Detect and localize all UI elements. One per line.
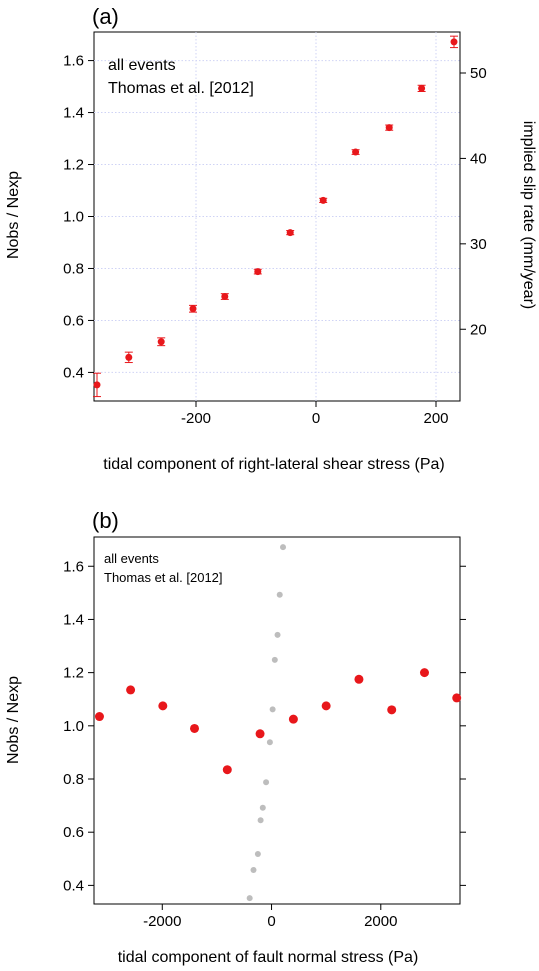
- data-point: [125, 353, 133, 361]
- data-point: [157, 338, 165, 346]
- panel-b: -2000 0 2000 0.4 0.6 0.8 1.0 1.2 1.4 1.6 (b) all …: [5, 508, 466, 966]
- background-data-point: [280, 544, 287, 551]
- y2-tick-label: 20: [470, 321, 487, 338]
- data-point: [352, 148, 360, 156]
- data-point: [319, 196, 327, 204]
- plot-b-ticks: -2000 0 2000 0.4 0.6 0.8 1.0 1.2 1.4 1.6: [63, 558, 466, 930]
- y-tick-label: 1.2: [63, 157, 84, 174]
- x-tick-label: 200: [423, 410, 448, 427]
- panel-a-label: (a): [92, 4, 119, 29]
- panel-b-x-axis-label: tidal component of fault normal stress (…: [118, 949, 419, 966]
- y-tick-label: 1.0: [63, 209, 84, 226]
- y-tick-label: 1.4: [63, 105, 84, 122]
- plot-a-data-points: [93, 35, 458, 398]
- y2-tick-label: 30: [470, 236, 487, 253]
- background-data-point: [276, 591, 283, 598]
- panel-b-y-axis-label: Nobs / Nexp: [5, 676, 22, 764]
- plot-a-gridlines: [94, 32, 460, 401]
- data-point: [387, 705, 397, 715]
- panel-a-annotation-line2: Thomas et al. [2012]: [108, 80, 254, 97]
- background-data-point: [259, 804, 266, 811]
- y2-tick-label: 40: [470, 150, 487, 167]
- x-tick-label: -200: [181, 410, 211, 427]
- x-tick-label: 0: [312, 410, 320, 427]
- plot-a-ticks: -200 0 200 0.4 0.6 0.8 1.0 1.2 1.4 1.6 20 30 40 50: [63, 53, 487, 427]
- data-point: [288, 714, 298, 724]
- data-point: [254, 268, 262, 276]
- data-point: [189, 305, 197, 313]
- data-point: [452, 693, 462, 703]
- y-tick-label: 0.8: [63, 771, 84, 788]
- background-data-point: [263, 779, 270, 786]
- panel-b-label: (b): [92, 508, 119, 533]
- background-data-point: [250, 866, 257, 873]
- data-point: [418, 84, 426, 92]
- panel-a-x-axis-label: tidal component of right-lateral shear s…: [103, 456, 444, 473]
- data-point: [354, 674, 364, 684]
- panel-a-y-axis-label: Nobs / Nexp: [5, 171, 22, 259]
- data-point: [286, 229, 294, 237]
- data-point: [221, 293, 229, 301]
- y-tick-label: 0.4: [63, 364, 84, 381]
- data-point: [450, 38, 458, 46]
- data-point: [158, 701, 168, 711]
- y-tick-label: 1.6: [63, 53, 84, 70]
- data-point: [190, 723, 200, 733]
- x-tick-label: 0: [267, 913, 275, 930]
- data-point: [255, 729, 265, 739]
- panel-b-annotation-line1: all events: [104, 551, 159, 566]
- background-data-point: [266, 739, 273, 746]
- y-tick-label: 0.6: [63, 824, 84, 841]
- y-tick-label: 0.6: [63, 312, 84, 329]
- x-tick-label: 2000: [364, 913, 397, 930]
- data-point: [419, 668, 429, 678]
- panel-a: -200 0 200 0.4 0.6 0.8 1.0 1.2 1.4 1.6 20 30 40 50 (a…: [5, 4, 537, 473]
- y-tick-label: 1.2: [63, 665, 84, 682]
- background-data-point: [271, 656, 278, 663]
- background-data-point: [274, 631, 281, 638]
- y2-tick-label: 50: [470, 65, 487, 82]
- plot-b-data-points: [94, 544, 462, 902]
- y-tick-label: 0.8: [63, 260, 84, 277]
- x-tick-label: -2000: [143, 913, 181, 930]
- plot-b-frame: [93, 536, 461, 905]
- data-point: [222, 765, 232, 775]
- data-point: [94, 712, 104, 722]
- y-tick-label: 1.4: [63, 611, 84, 628]
- background-data-point: [257, 817, 264, 824]
- panel-a-y2-axis-label: implied slip rate (mm/year): [520, 121, 537, 309]
- data-point: [385, 124, 393, 132]
- y-tick-label: 0.4: [63, 877, 84, 894]
- data-point: [93, 381, 101, 389]
- data-point: [321, 701, 331, 711]
- panel-a-annotation-line1: all events: [108, 57, 176, 74]
- background-data-point: [269, 706, 276, 713]
- panel-b-annotation-line2: Thomas et al. [2012]: [104, 570, 223, 585]
- background-data-point: [254, 851, 261, 858]
- y-tick-label: 1.6: [63, 558, 84, 575]
- data-point: [126, 685, 136, 695]
- y-tick-label: 1.0: [63, 718, 84, 735]
- background-data-point: [246, 895, 253, 902]
